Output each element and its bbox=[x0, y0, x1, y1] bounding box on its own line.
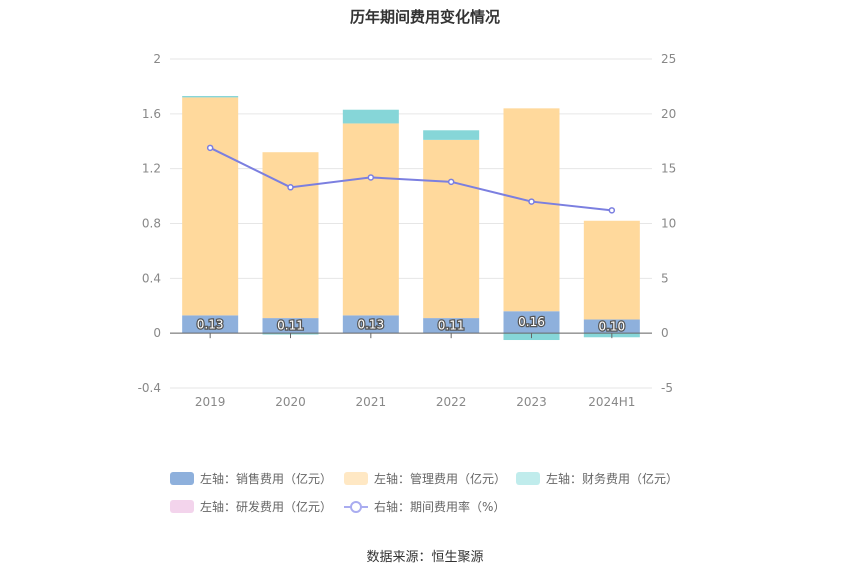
left-axis-tick-label: 0.4 bbox=[142, 271, 161, 285]
bar-data-label: 0.13 bbox=[357, 317, 384, 331]
bar-segment bbox=[503, 311, 560, 334]
legend-label-rate: 右轴：期间费用率（%） bbox=[374, 500, 506, 514]
left-axis-tick-label: 0 bbox=[153, 326, 161, 340]
rate-point bbox=[367, 174, 375, 181]
bar-segment bbox=[182, 315, 239, 334]
bar-segment bbox=[423, 318, 480, 334]
bar-segment bbox=[503, 108, 560, 312]
left-axis-tick-label: 2 bbox=[153, 52, 161, 66]
bar-segment bbox=[182, 96, 239, 98]
bar-data-label: 0.10 bbox=[598, 319, 625, 333]
bar-segment bbox=[423, 139, 480, 319]
bar-segment bbox=[583, 319, 640, 334]
right-axis-tick-label: 25 bbox=[661, 52, 676, 66]
bar-segment bbox=[342, 315, 399, 334]
left-axis-tick-label: 0.8 bbox=[142, 217, 161, 231]
data-source: 数据来源：恒生聚源 bbox=[366, 550, 484, 565]
x-axis-tick-label: 2024H1 bbox=[588, 395, 635, 409]
legend-item-rnd[interactable]: 左轴：研发费用（亿元） bbox=[170, 498, 332, 515]
legend-swatch-sales bbox=[170, 472, 194, 485]
right-axis-tick-label: -5 bbox=[661, 381, 673, 395]
chart-title: 历年期间费用变化情况 bbox=[349, 8, 500, 26]
bar-segment bbox=[182, 97, 239, 316]
rate-point bbox=[608, 207, 616, 214]
legend-swatch-finance bbox=[516, 472, 540, 485]
bar-segment bbox=[423, 130, 480, 140]
left-axis-tick-label: 1.6 bbox=[142, 107, 161, 121]
rate-point bbox=[206, 144, 214, 152]
bar-segment bbox=[262, 152, 319, 319]
bar-data-label: 0.11 bbox=[277, 319, 304, 333]
right-axis-tick-label: 5 bbox=[661, 271, 669, 285]
bar-data-label: 0.11 bbox=[438, 319, 465, 333]
legend-label-rnd: 左轴：研发费用（亿元） bbox=[200, 500, 333, 514]
right-axis-tick-label: 15 bbox=[661, 162, 676, 176]
rate-point bbox=[528, 198, 535, 205]
legend-label-sales: 左轴：销售费用（亿元） bbox=[200, 472, 333, 486]
left-axis-tick-label: 1.2 bbox=[142, 162, 161, 176]
bar-segment bbox=[583, 220, 640, 320]
legend-item-admin[interactable]: 左轴：管理费用（亿元） bbox=[344, 470, 506, 487]
rate-line bbox=[209, 146, 612, 212]
legend-swatch-admin bbox=[344, 472, 368, 485]
right-axis-tick-label: 0 bbox=[661, 326, 669, 340]
bar-segment bbox=[342, 123, 399, 316]
x-axis-tick-label: 2021 bbox=[356, 395, 387, 409]
legend-item-sales[interactable]: 左轴：销售费用（亿元） bbox=[170, 470, 332, 487]
legend-swatch-rnd bbox=[170, 500, 194, 513]
rate-point bbox=[287, 184, 294, 191]
legend-label-admin: 左轴：管理费用（亿元） bbox=[374, 472, 507, 486]
bar-data-label: 0.13 bbox=[197, 317, 224, 331]
x-axis-tick-label: 2023 bbox=[516, 395, 547, 409]
legend-line-icon bbox=[344, 500, 368, 513]
left-axis-tick-label: -0.4 bbox=[138, 381, 161, 395]
legend-item-rate[interactable]: 右轴：期间费用率（%） bbox=[344, 498, 505, 515]
bar-segment bbox=[262, 318, 319, 334]
legend-item-finance[interactable]: 左轴：财务费用（亿元） bbox=[516, 470, 678, 487]
x-axis-tick-label: 2020 bbox=[275, 395, 306, 409]
bar-data-label: 0.16 bbox=[518, 315, 545, 329]
right-axis-tick-label: 20 bbox=[661, 107, 676, 121]
x-axis-tick-label: 2022 bbox=[436, 395, 467, 409]
x-axis-tick-label: 2019 bbox=[195, 395, 226, 409]
legend-label-finance: 左轴：财务费用（亿元） bbox=[546, 472, 679, 486]
bar-segment bbox=[342, 109, 399, 124]
right-axis-tick-label: 10 bbox=[661, 217, 676, 231]
rate-point bbox=[447, 178, 455, 186]
